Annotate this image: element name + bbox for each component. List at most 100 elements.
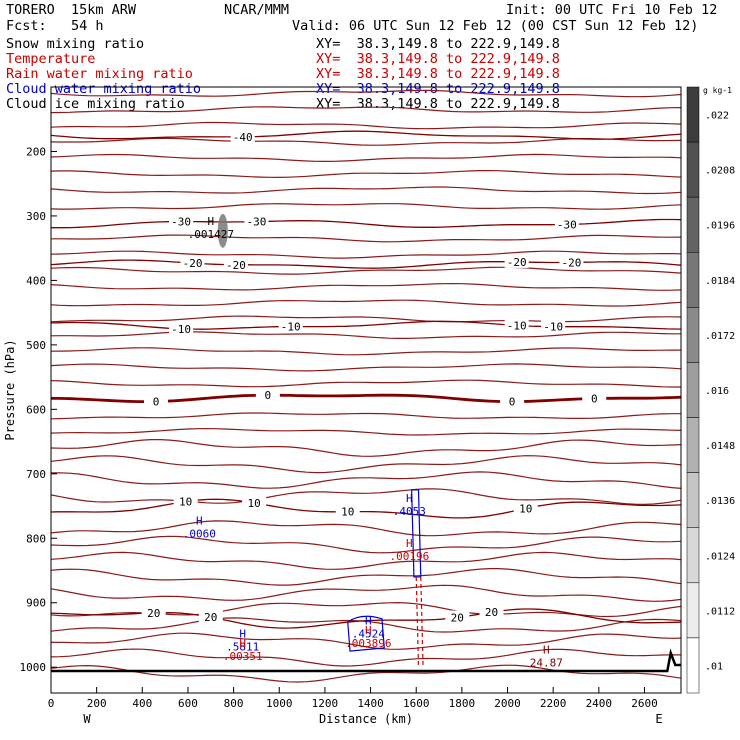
color-scale-swatch <box>686 196 700 253</box>
temperature-contour <box>50 535 682 554</box>
temperature-contour <box>50 186 682 195</box>
legend-snow-xy: XY= 38.3,149.8 to 222.9,149.8 <box>316 36 560 52</box>
high-marker: H <box>543 644 550 657</box>
contour-label-bg <box>255 388 280 402</box>
temperature-contour <box>50 379 681 388</box>
contour-label: 10 <box>341 506 354 519</box>
y-tick-label: 600 <box>26 403 46 416</box>
temperature-contour <box>50 664 682 683</box>
contour-label-bg <box>198 610 223 624</box>
contour-label: -10 <box>171 323 191 336</box>
contour-label: 20 <box>451 611 464 624</box>
color-scale-swatch <box>686 472 700 528</box>
x-end-label-east: E <box>655 712 662 726</box>
temperature-contour <box>50 584 682 602</box>
color-scale-swatch <box>686 582 700 639</box>
color-scale-label: .0208 <box>705 166 735 177</box>
contour-label: 0 <box>591 393 598 406</box>
high-marker: H <box>196 515 203 528</box>
x-tick-label: 2400 <box>586 697 613 710</box>
color-scale-label: .0184 <box>705 276 735 287</box>
terrain-line <box>51 648 681 673</box>
contour-label: -30 <box>246 216 266 229</box>
valid-label: Valid: 06 UTC Sun 12 Feb 12 (00 CST Sun … <box>292 18 699 34</box>
legend-cloudice-label: Cloud ice mixing ratio <box>6 96 185 112</box>
color-scale-label: .01 <box>705 661 723 672</box>
contour-label-bg <box>278 319 303 333</box>
fcst-label: Fcst: 54 h <box>6 18 104 34</box>
high-marker: H <box>365 624 372 637</box>
temperature-contour <box>50 282 682 291</box>
center-label: NCAR/MMM <box>224 2 290 18</box>
temperature-contour <box>50 632 682 650</box>
contour-label: 10 <box>519 503 532 516</box>
cloud-water-contour <box>411 489 422 578</box>
temperature-contour <box>50 648 682 667</box>
legend-temp-xy: XY= 38.3,149.8 to 222.9,149.8 <box>316 51 560 67</box>
contour-label-bg <box>504 254 529 268</box>
contour-label: 0 <box>153 396 160 409</box>
high-value: .4053 <box>393 505 426 518</box>
rain-contour <box>415 576 420 668</box>
high-marker: H <box>406 537 413 550</box>
legend-snow-label: Snow mixing ratio <box>6 36 145 52</box>
color-scale-label: .016 <box>705 386 729 397</box>
x-axis-label: Distance (km) <box>319 712 413 726</box>
contour-label-bg <box>223 257 248 271</box>
contour-label-bg <box>230 129 255 143</box>
plot-frame <box>50 86 682 694</box>
contour-label-bg <box>244 214 269 228</box>
high-marker: H <box>239 627 246 640</box>
contour-label: 10 <box>179 496 192 509</box>
x-tick-label: 1600 <box>403 697 430 710</box>
high-value: .001427 <box>188 228 234 241</box>
high-marker: H <box>207 215 214 228</box>
color-scale-unit: g kg-1 <box>703 86 732 95</box>
x-tick-label: 1400 <box>357 697 384 710</box>
color-scale-swatch <box>686 637 700 694</box>
contour-label: -20 <box>507 256 527 269</box>
temperature-contour <box>50 170 682 179</box>
contour-label: -40 <box>233 131 253 144</box>
x-tick-label: 400 <box>132 697 152 710</box>
x-tick-label: 2000 <box>494 697 521 710</box>
y-tick-label: 300 <box>26 210 46 223</box>
color-scale-swatch <box>686 362 700 418</box>
temperature-contour <box>50 617 682 633</box>
temperature-contour <box>50 412 681 420</box>
x-tick-label: 1000 <box>266 697 293 710</box>
contour-label-bg <box>479 605 504 619</box>
high-marker: H <box>365 615 372 628</box>
rain-contour <box>420 576 424 668</box>
contour-label: -30 <box>557 218 577 231</box>
temperature-contour--30 <box>51 218 682 229</box>
contour-label: -20 <box>183 257 203 270</box>
y-tick-label: 200 <box>26 145 46 158</box>
high-value: .4524 <box>352 628 385 641</box>
contour-label-bg <box>169 321 194 335</box>
temperature-contour <box>50 568 682 586</box>
high-value: .003896 <box>345 637 391 650</box>
y-tick-label: 700 <box>26 468 46 481</box>
color-scale-swatch <box>686 307 700 363</box>
x-tick-label: 600 <box>178 697 198 710</box>
contour-label-bg <box>335 504 360 518</box>
contour-label-bg <box>500 394 525 408</box>
temperature-contour <box>50 250 682 259</box>
high-value: .5811 <box>226 640 259 653</box>
contour-label: -10 <box>281 321 301 334</box>
y-tick-label: 1000 <box>20 661 47 674</box>
temperature-contour--40 <box>50 130 682 140</box>
contour-label: -10 <box>543 321 563 334</box>
contour-label-bg <box>169 214 194 228</box>
temperature-contour <box>50 363 682 372</box>
x-tick-label: 1200 <box>312 697 339 710</box>
contour-label: 20 <box>485 606 498 619</box>
y-axis-label: Pressure (hPa) <box>3 339 17 440</box>
legend-rain-xy: XY= 38.3,149.8 to 222.9,149.8 <box>316 66 560 82</box>
y-tick-label: 400 <box>26 274 46 287</box>
contour-label-bg <box>582 391 607 405</box>
color-scale-swatch <box>686 141 700 198</box>
contour-label-bg <box>445 610 470 624</box>
